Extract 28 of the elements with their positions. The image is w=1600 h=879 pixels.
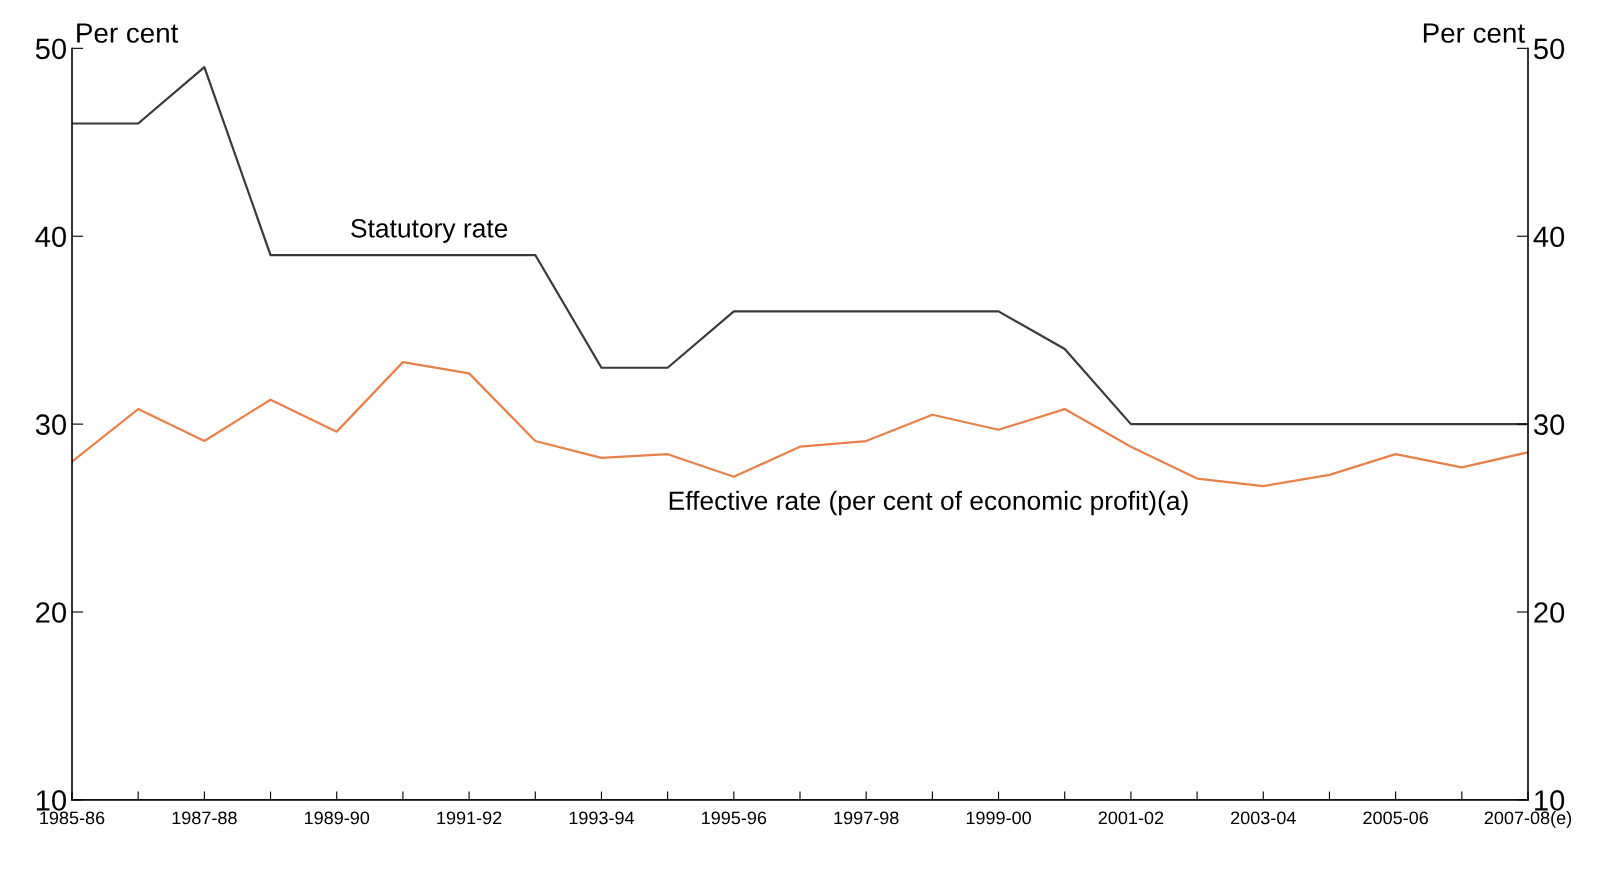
- y2-tick-label: 30: [1533, 414, 1565, 435]
- line-series: [72, 66, 1528, 426]
- x-tick-label: 1991-92: [437, 811, 502, 825]
- x-tick-label: 2005-06: [1363, 811, 1428, 825]
- y-tick-label: 10: [36, 790, 66, 811]
- y2-tick-label: 10: [1535, 790, 1565, 811]
- x-tick-label: 2001-02: [1098, 811, 1164, 825]
- x-tick-label: 1989-90: [304, 811, 370, 825]
- x-tick-label: 1985-86: [40, 811, 105, 825]
- y-axis-title: Per cent: [77, 23, 179, 43]
- y2-tick-label: 40: [1533, 226, 1565, 248]
- x-tick-label: 2003-04: [1231, 811, 1296, 825]
- x-tick-label: 1987-88: [172, 811, 237, 825]
- y2-axis-title: Per cent: [1423, 23, 1525, 43]
- y-tick-label: 40: [35, 226, 66, 248]
- x-tick-label: 1993-94: [569, 811, 635, 825]
- x-tick-label: 1999-00: [966, 811, 1031, 825]
- y-tick-label: 50: [35, 38, 66, 60]
- y-tick-label: 20: [36, 602, 66, 623]
- x-tick-label: 2007-08(e): [1484, 811, 1572, 828]
- line-series: [72, 361, 1528, 488]
- x-tick-label: 1997-98: [834, 811, 899, 825]
- series-label: Effective rate (per cent of economic profit)(a): [669, 490, 1188, 516]
- series-label: Statutory rate: [351, 218, 508, 243]
- y2-tick-label: 20: [1534, 602, 1565, 623]
- x-tick-label: 1995-96: [702, 811, 767, 825]
- y2-tick-label: 50: [1534, 38, 1565, 60]
- y-tick-label: 30: [35, 414, 66, 435]
